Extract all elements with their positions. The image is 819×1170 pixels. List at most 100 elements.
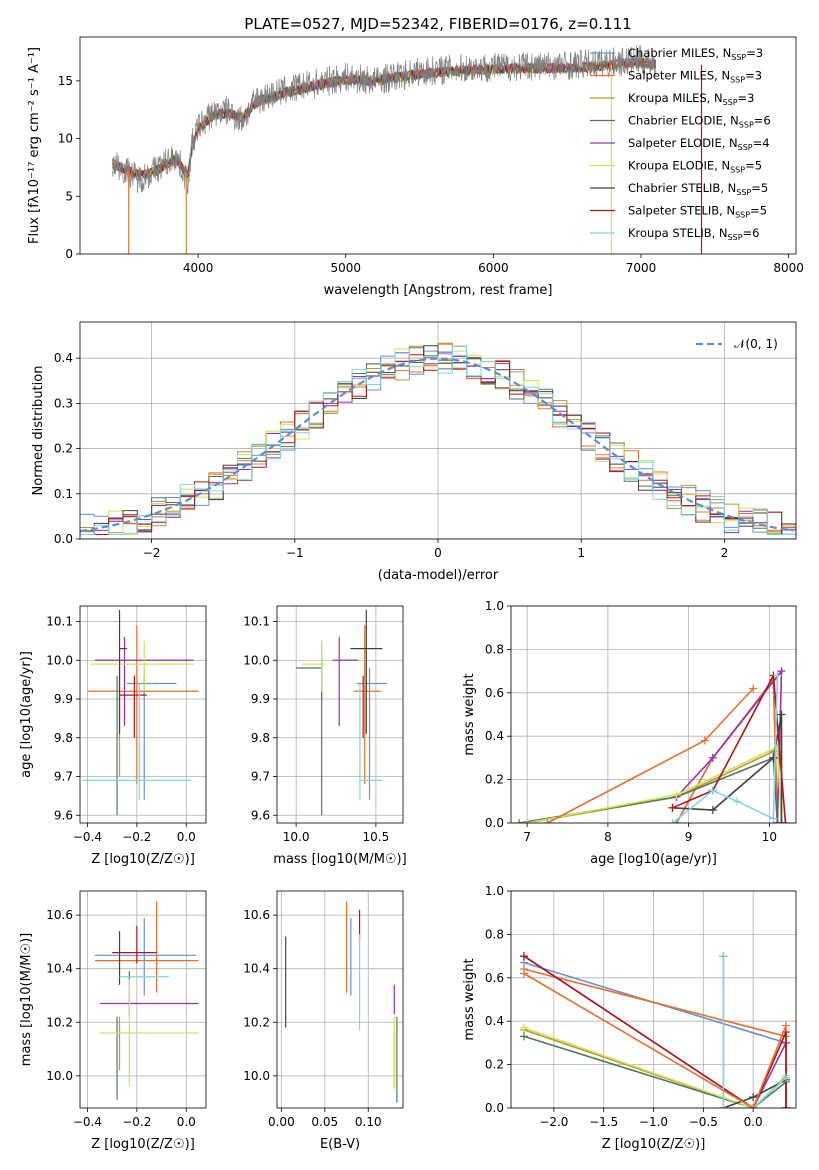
z-vs-weight-line-5 [523,1026,787,1108]
legend-sub: SSP [739,121,754,130]
age-vs-weight-ytick-label: 0.8 [485,642,504,656]
mass-vs-age-ytick-label: 9.6 [251,808,270,822]
spectrum-xtick-label: 4000 [183,261,214,275]
age-vs-weight-marker-6-2 [769,753,778,762]
age-vs-weight-ytick-label: 0.0 [485,816,504,830]
ebv-vs-mass-xtick-label: 0.00 [268,1115,295,1129]
spectrum-ytick-label: 5 [65,189,73,203]
ebv-vs-mass-plot-area [285,901,398,1103]
residual-hist-axes: −2 −1 0 1 2 0.0 0.1 0.2 0.3 0.4 (data-model)/error… [31,321,797,583]
z-vs-weight-xtick-label: 0.0 [744,1115,763,1129]
spectrum-axes: 4000 5000 6000 7000 8000 0 5 10 15 wavelength [An… [27,36,804,298]
z-vs-mass-ylabel: mass [log10(M/M☉)] [19,933,34,1066]
z-vs-weight-line-3 [523,1035,787,1108]
z-vs-mass-ytick-label: 10.4 [46,962,73,976]
legend-sub: SSP [731,53,746,62]
residual-hist-ytick-label: 0.0 [54,532,73,546]
z-vs-age-panel: −0.4 −0.2 0.0 9.6 9.7 9.8 9.9 10.0 10.1 Z [log10(… [19,605,207,867]
spectrum-xtick-label: 8000 [773,261,804,275]
z-vs-weight-marker-7-0 [519,952,528,961]
ebv-vs-mass-ytick-label: 10.0 [243,1069,270,1083]
mass-vs-age-axes: 10.0 10.5 9.6 9.7 9.8 9.9 10.0 10.1 mass [log10(… [243,605,407,867]
z-vs-weight-line-7 [523,955,787,1108]
ebv-vs-mass-axes: 0.00 0.05 0.10 10.0 10.2 10.4 10.6 E(B-V) [243,890,404,1152]
mass-vs-age-ytick-label: 9.7 [251,770,270,784]
legend-sub: SSP [736,188,751,197]
legend-entry-5: Kroupa ELODIE, NSSP=5 [628,159,762,175]
legend-normal-label: 𝒩(0, 1) [734,337,778,351]
residual-hist-xlabel: (data-model)/error [378,568,499,583]
legend-sub: SSP [723,98,738,107]
z-vs-mass-ytick-label: 10.2 [46,1015,73,1029]
z-vs-weight-line-0 [523,961,787,1108]
mass-vs-age-plot-area [296,609,388,816]
z-vs-weight-ytick-label: 0.6 [485,971,504,985]
histogram-8 [80,345,796,535]
legend-entry-1: Salpeter MILES, NSSP=3 [628,69,762,85]
mass-vs-age-frame [276,605,404,824]
age-vs-weight-marker-6-1 [708,805,717,814]
z-vs-age-xtick-label: −0.2 [122,830,151,844]
residual-hist-panel: −2 −1 0 1 2 0.0 0.1 0.2 0.3 0.4 (data-model)/error… [31,321,797,583]
mass-vs-age-xtick-label: 10.5 [363,830,390,844]
z-vs-weight-marker-3-0 [519,1032,528,1041]
legend-nssp: =5 [750,204,767,218]
z-vs-weight-ytick-label: 0.4 [485,1014,504,1028]
age-vs-weight-axes: 7 8 9 10 0.0 0.2 0.4 0.6 0.8 1.0 age [log10(age/yr… [462,599,797,867]
residual-hist-plot-area [80,342,796,535]
legend-sub: SSP [735,211,750,220]
z-vs-weight-ytick-label: 0.0 [485,1101,504,1115]
age-vs-weight-marker-8-2 [733,797,742,806]
z-vs-mass-axes: −0.4 −0.2 0.0 10.0 10.2 10.4 10.6 Z [log10(Z/Z☉… [19,890,207,1152]
residual-hist-ylabel: Normed distribution [31,366,46,496]
z-vs-weight-plot-area [519,952,791,1108]
mass-vs-age-ytick-label: 10.0 [243,653,270,667]
spectrum-xtick-label: 6000 [478,261,509,275]
age-vs-weight-marker-4-1 [708,753,717,762]
legend-nssp: =3 [738,91,755,105]
age-vs-weight-marker-6-3 [777,710,786,719]
z-vs-mass-panel: −0.4 −0.2 0.0 10.0 10.2 10.4 10.6 Z [log10(Z/Z☉… [19,890,207,1152]
z-vs-weight-ytick-label: 0.2 [485,1058,504,1072]
spectrum-plot-area [112,45,703,254]
legend-nssp: =3 [746,46,763,60]
age-vs-weight-ytick-label: 0.6 [485,686,504,700]
residual-hist-xtick-label: 0 [434,546,442,560]
age-vs-weight-ylabel: mass weight [462,673,477,755]
spectrum-ytick-label: 10 [58,132,73,146]
z-vs-weight-ytick-label: 0.8 [485,927,504,941]
z-vs-age-ytick-label: 9.8 [54,731,73,745]
legend-entry-6: Chabrier STELIB, NSSP=5 [628,181,768,197]
residual-hist-frame [79,321,797,540]
mass-vs-age-xtick-label: 10.0 [283,830,310,844]
age-vs-weight-line-0 [675,677,779,823]
age-vs-weight-marker-3-0 [515,819,524,823]
legend-nssp: =6 [754,114,771,128]
figure-title: PLATE=0527, MJD=52342, FIBERID=0176, z=0… [244,15,631,33]
age-vs-weight-line-1 [675,677,779,823]
legend-sub: SSP [738,143,753,152]
spectrum-ytick-label: 0 [65,247,73,261]
z-vs-weight-marker-8-0 [719,952,728,961]
legend-sub: SSP [730,76,745,85]
mass-vs-age-ytick-label: 10.1 [243,615,270,629]
age-vs-weight-marker-5-0 [523,819,532,823]
z-vs-weight-marker-6-2 [749,1093,758,1102]
z-vs-weight-marker-5-0 [519,1023,528,1032]
age-vs-weight-xtick-label: 10 [762,830,777,844]
age-vs-weight-xlabel: age [log10(age/yr)] [590,852,717,867]
age-vs-weight-panel: 7 8 9 10 0.0 0.2 0.4 0.6 0.8 1.0 age [log10(age/yr… [462,599,797,867]
spectrum-legend: Chabrier MILES, NSSP=3 Salpeter MILES, NS… [590,46,771,242]
spectrum-xtick-label: 7000 [626,261,657,275]
z-vs-weight-ytick-label: 1.0 [485,884,504,898]
z-vs-weight-xtick-label: −1.5 [589,1115,618,1129]
legend-entry-0: Chabrier MILES, NSSP=3 [628,46,763,62]
z-vs-age-ylabel: age [log10(age/yr)] [19,651,34,778]
z-vs-age-xlabel: Z [log10(Z/Z☉)] [91,852,195,867]
z-vs-weight-panel: −2.0 −1.5 −1.0 −0.5 0.0 0.0 0.2 0.4 0.6 0.8 1.0 Z [… [462,884,797,1152]
normal-curve [80,357,794,533]
age-vs-weight-marker-9-0 [543,819,552,823]
residual-hist-ytick-label: 0.1 [54,487,73,501]
z-vs-age-ytick-label: 9.9 [54,692,73,706]
